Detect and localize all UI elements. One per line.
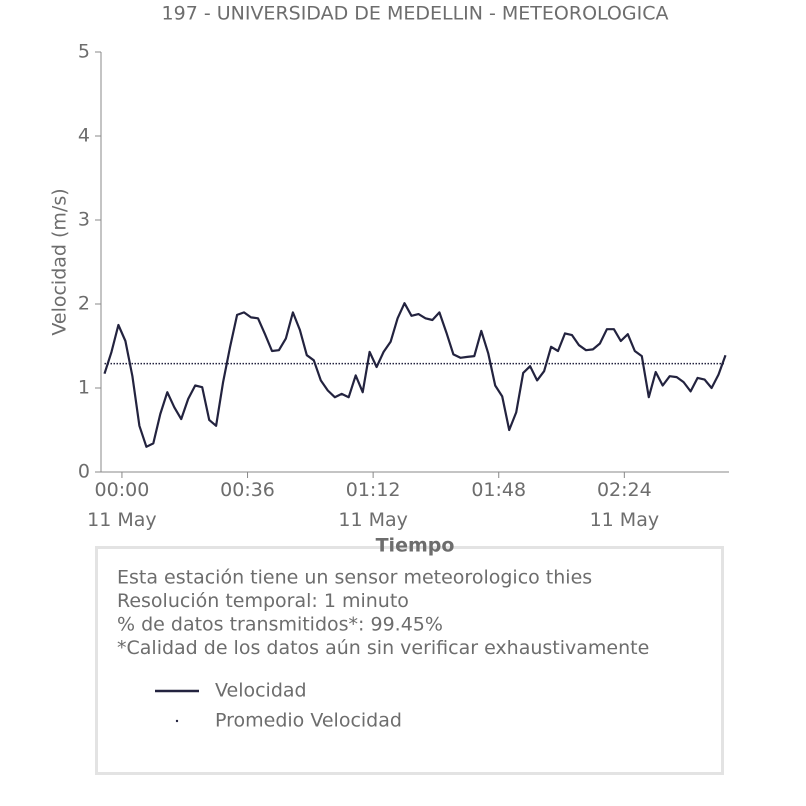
info-text: Esta estación tiene un sensor meteorolog… (117, 567, 592, 589)
series-line (103, 302, 727, 448)
x-tick-label: 00:36 (220, 479, 275, 501)
info-text: % de datos transmitidos*: 99.45% (117, 614, 443, 636)
y-tick-label: 1 (78, 377, 90, 399)
x-tick-label: 01:48 (471, 479, 526, 501)
x-tick-label: 01:12 11 May (338, 479, 408, 531)
y-tick-label: 4 (78, 125, 90, 147)
x-tick-label: 02:24 11 May (590, 479, 660, 531)
y-tick-label: 5 (78, 41, 90, 63)
legend-label: Promedio Velocidad (215, 710, 402, 732)
legend-marker (175, 719, 179, 723)
chart-title: 197 - UNIVERSIDAD DE MEDELLIN - METEOROL… (162, 3, 669, 25)
legend-label: Velocidad (215, 680, 307, 702)
y-axis-label: Velocidad (m/s) (49, 188, 71, 335)
y-tick-label: 2 (78, 293, 90, 315)
y-tick-label: 0 (78, 461, 90, 483)
legend-box (95, 546, 724, 775)
x-tick-label: 00:00 11 May (87, 479, 157, 531)
y-tick-label: 3 (78, 209, 90, 231)
info-text: Resolución temporal: 1 minuto (117, 590, 409, 612)
x-axis-label: Tiempo (376, 535, 455, 557)
info-text: *Calidad de los datos aún sin verificar … (117, 637, 649, 659)
